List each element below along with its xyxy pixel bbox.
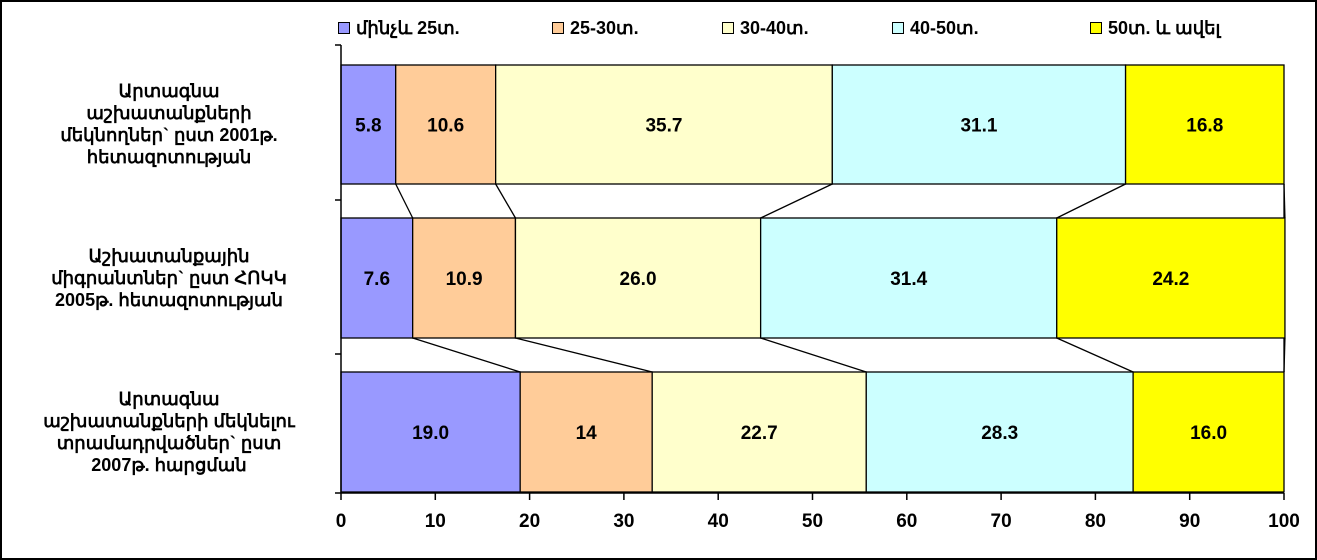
legend-item: 25-30տ. <box>552 16 639 40</box>
series-line <box>395 183 414 219</box>
x-tick-label: 50 <box>802 511 823 532</box>
data-label: 35.7 <box>645 116 682 137</box>
legend-label: 25-30տ. <box>570 17 639 38</box>
legend-swatch <box>892 22 904 34</box>
category-label: Աշխատանքային միգրանտներ` ըստ ՀՈԿԿ 2005թ.… <box>51 246 287 310</box>
data-label: 16.8 <box>1186 116 1223 137</box>
x-tick-label: 20 <box>519 511 540 532</box>
data-label: 10.9 <box>446 269 483 290</box>
data-label: 24.2 <box>1152 269 1189 290</box>
legend-swatch <box>722 22 734 34</box>
series-line <box>760 183 833 219</box>
x-tick-label: 30 <box>613 511 634 532</box>
bar-segment <box>340 217 414 339</box>
legend-swatch <box>338 22 350 34</box>
bar-segment <box>831 64 1127 185</box>
legend-label: 30-40տ. <box>740 17 809 38</box>
legend-swatch <box>1090 22 1102 34</box>
series-line <box>495 183 517 219</box>
data-label: 22.7 <box>741 423 778 444</box>
x-tick-label: 40 <box>708 511 729 532</box>
bar-segment <box>1124 64 1285 185</box>
legend: մինչև 25տ. 25-30տ. 30-40տ. 40-50տ. 50տ. … <box>330 16 1310 40</box>
legend-item: 50տ. և ավել <box>1090 16 1220 40</box>
x-tick-label: 90 <box>1179 511 1200 532</box>
series-line <box>760 337 867 373</box>
bar-segment <box>340 371 521 493</box>
x-tick-label: 0 <box>336 511 347 532</box>
bar-segment <box>865 371 1134 493</box>
series-line <box>412 337 521 373</box>
bar-segment <box>519 371 653 493</box>
category-label: Արտագնա աշխատանքների մեկնելու տրամադրված… <box>43 389 295 475</box>
data-label: 31.4 <box>890 269 927 290</box>
x-tick-label: 80 <box>1085 511 1106 532</box>
series-line <box>1056 337 1134 373</box>
series-line <box>515 337 653 373</box>
series-line <box>1056 183 1126 219</box>
x-tick-label: 70 <box>991 511 1012 532</box>
legend-label: 50տ. և ավել <box>1108 17 1221 38</box>
legend-item: 40-50տ. <box>892 16 979 40</box>
legend-label: 40-50տ. <box>910 17 979 38</box>
legend-item: մինչև 25տ. <box>338 16 460 40</box>
data-label: 10.6 <box>427 116 464 137</box>
legend-item: 30-40տ. <box>722 16 809 40</box>
x-tick-label: 60 <box>896 511 917 532</box>
x-tick-label: 100 <box>1268 511 1300 532</box>
data-label: 28.3 <box>981 423 1018 444</box>
bar-segment <box>1132 371 1285 493</box>
data-label: 5.8 <box>355 116 381 137</box>
bar-segment <box>759 217 1058 339</box>
data-label: 19.0 <box>412 423 449 444</box>
category-label: Արտագնա աշխատանքների մեկնողներ` ըստ 2001… <box>60 81 278 167</box>
data-label: 14 <box>576 423 598 444</box>
bar-segment <box>651 371 867 493</box>
bar-segment <box>340 64 397 185</box>
bar-segment <box>1056 217 1286 339</box>
legend-swatch <box>552 22 564 34</box>
data-label: 7.6 <box>364 269 390 290</box>
x-tick-label: 10 <box>425 511 446 532</box>
bar-segment <box>412 217 517 339</box>
data-label: 31.1 <box>960 116 997 137</box>
data-label: 26.0 <box>620 269 657 290</box>
bar-segment <box>395 64 497 185</box>
legend-label: մինչև 25տ. <box>356 17 460 38</box>
data-label: 16.0 <box>1190 423 1227 444</box>
bar-segment <box>514 217 762 339</box>
bar-segment <box>495 64 833 185</box>
